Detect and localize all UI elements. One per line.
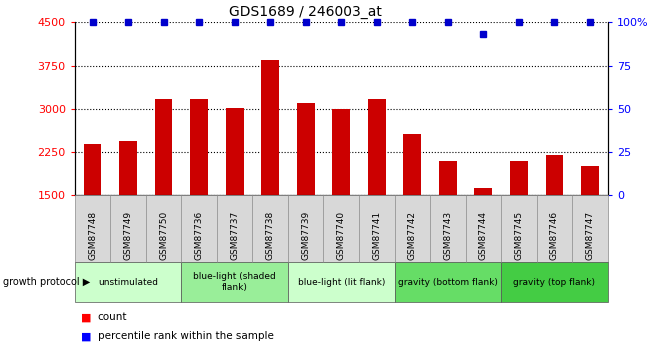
Text: gravity (top flank): gravity (top flank) — [514, 277, 595, 287]
Text: ■: ■ — [81, 332, 92, 341]
Bar — [439, 161, 457, 281]
Text: GSM87745: GSM87745 — [514, 211, 523, 260]
Text: unstimulated: unstimulated — [98, 277, 158, 287]
Bar — [226, 108, 244, 281]
Text: GSM87746: GSM87746 — [550, 211, 559, 260]
Bar — [155, 99, 172, 281]
Text: GSM87740: GSM87740 — [337, 211, 346, 260]
Text: GSM87743: GSM87743 — [443, 211, 452, 260]
Text: GSM87741: GSM87741 — [372, 211, 382, 260]
Bar — [84, 144, 101, 281]
Text: GSM87737: GSM87737 — [230, 211, 239, 260]
Text: GSM87742: GSM87742 — [408, 211, 417, 260]
Text: GSM87736: GSM87736 — [194, 211, 203, 260]
Bar — [297, 103, 315, 281]
Text: blue-light (shaded
flank): blue-light (shaded flank) — [193, 272, 276, 292]
Text: ■: ■ — [81, 313, 92, 322]
Text: GSM87739: GSM87739 — [301, 211, 310, 260]
Text: blue-light (lit flank): blue-light (lit flank) — [298, 277, 385, 287]
Bar — [474, 188, 492, 281]
Bar — [581, 166, 599, 281]
Text: GSM87744: GSM87744 — [479, 211, 488, 260]
Text: count: count — [98, 313, 127, 322]
Bar — [368, 99, 385, 281]
Bar — [510, 161, 528, 281]
Text: GDS1689 / 246003_at: GDS1689 / 246003_at — [229, 5, 382, 19]
Bar — [119, 141, 137, 281]
Text: GSM87748: GSM87748 — [88, 211, 97, 260]
Text: GSM87749: GSM87749 — [124, 211, 133, 260]
Bar — [261, 60, 279, 281]
Bar — [332, 109, 350, 281]
Text: growth protocol ▶: growth protocol ▶ — [3, 277, 90, 287]
Text: percentile rank within the sample: percentile rank within the sample — [98, 332, 274, 341]
Text: GSM87738: GSM87738 — [266, 211, 275, 260]
Bar — [545, 155, 564, 281]
Bar — [190, 99, 208, 281]
Text: GSM87747: GSM87747 — [586, 211, 595, 260]
Bar — [404, 134, 421, 281]
Text: GSM87750: GSM87750 — [159, 211, 168, 260]
Text: gravity (bottom flank): gravity (bottom flank) — [398, 277, 498, 287]
